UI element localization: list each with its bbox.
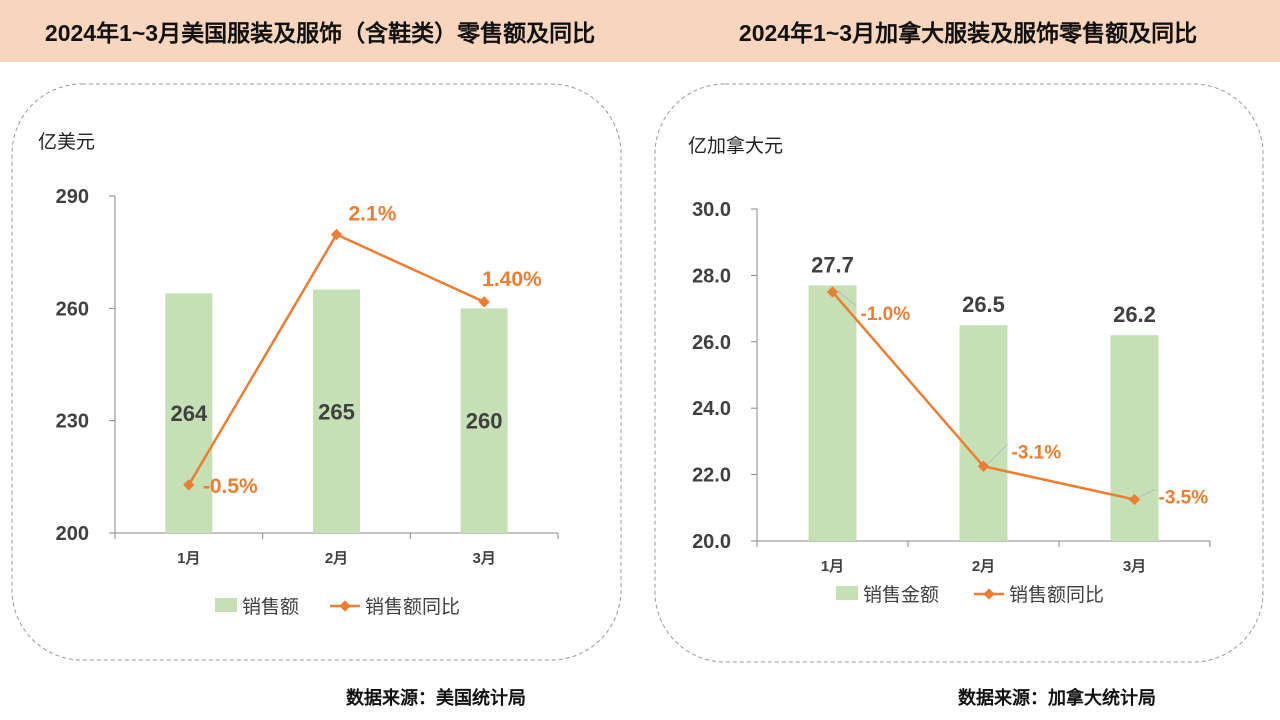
y-tick-label: 20.0: [692, 531, 731, 553]
bar: [808, 285, 857, 541]
label-leader-line: [836, 289, 857, 307]
y-axis-unit-label: 亿加拿大元: [688, 134, 783, 157]
bar-data-label: 26.2: [1113, 302, 1156, 327]
legend-line-marker: [983, 588, 995, 600]
yoy-data-label: -3.1%: [1012, 442, 1062, 463]
yoy-point-marker: [183, 479, 195, 491]
bar: [460, 308, 508, 533]
left-source-note: 数据来源：美国统计局: [346, 688, 526, 708]
legend-bar-label: 销售金额: [863, 584, 939, 606]
yoy-data-label: -1.0%: [861, 304, 911, 325]
yoy-point-marker: [826, 286, 839, 298]
x-tick-label: 2月: [972, 558, 995, 575]
yoy-data-label: 1.40%: [482, 268, 542, 291]
bar-data-label: 27.7: [811, 252, 854, 277]
legend-bar-swatch: [215, 598, 237, 612]
y-tick-label: 200: [56, 523, 89, 545]
chart-us: 亿美元 200 230 260 290 1月 2月 3月 264 265 260 -0.5% 2.1% 1…: [11, 83, 622, 661]
chart-frame: [654, 83, 1264, 663]
label-leader-line: [1138, 489, 1155, 498]
legend-bar-swatch: [836, 586, 858, 600]
x-tick-label: 3月: [1123, 558, 1146, 575]
left-chart-title: 2024年1~3月美国服装及服饰（含鞋类）零售额及同比: [44, 20, 596, 46]
yoy-point-marker: [478, 296, 490, 308]
y-tick-label: 30.0: [692, 199, 731, 221]
right-chart-title: 2024年1~3月加拿大服装及服饰零售额及同比: [738, 20, 1198, 46]
y-tick-label: 230: [56, 411, 89, 433]
bar-data-label: 26.5: [962, 292, 1005, 317]
bar-data-label: 260: [466, 409, 503, 434]
yoy-point-marker: [330, 228, 343, 241]
bar: [313, 289, 360, 533]
x-tick-label: 2月: [325, 550, 348, 567]
bar: [959, 325, 1008, 541]
yoy-data-label: -3.5%: [1159, 488, 1209, 509]
header-band: [0, 0, 1280, 62]
yoy-point-marker: [977, 460, 990, 472]
y-tick-label: 260: [56, 298, 89, 320]
y-axis-unit-label: 亿美元: [38, 131, 95, 153]
yoy-data-label: 2.1%: [349, 203, 397, 226]
label-leader-line: [987, 443, 1008, 465]
y-tick-label: 290: [56, 186, 89, 208]
x-tick-label: 1月: [177, 550, 200, 567]
legend-line-label: 销售额同比: [1009, 584, 1104, 606]
yoy-point-marker: [1128, 493, 1141, 506]
x-tick-label: 3月: [472, 550, 495, 567]
y-tick-label: 22.0: [692, 465, 731, 487]
chart-canada: 亿加拿大元 20.0 22.0 24.0 26.0 28.0 30.0 1月 2月 3月 27.7 2…: [654, 83, 1264, 663]
y-tick-label: 28.0: [692, 265, 731, 287]
y-tick-label: 24.0: [692, 398, 731, 420]
right-source-note: 数据来源：加拿大统计局: [958, 688, 1156, 708]
y-tick-label: 26.0: [692, 332, 731, 354]
bar: [1110, 335, 1159, 541]
legend-line-label: 销售额同比: [365, 596, 460, 618]
legend-bar-label: 销售额: [242, 596, 299, 618]
x-tick-label: 1月: [821, 558, 844, 575]
bar: [165, 293, 213, 533]
yoy-data-label: -0.5%: [203, 475, 258, 498]
legend-line-marker: [339, 600, 351, 612]
chart-frame: [11, 83, 622, 661]
bar-data-label: 265: [318, 399, 355, 424]
bar-data-label: 264: [170, 401, 207, 426]
